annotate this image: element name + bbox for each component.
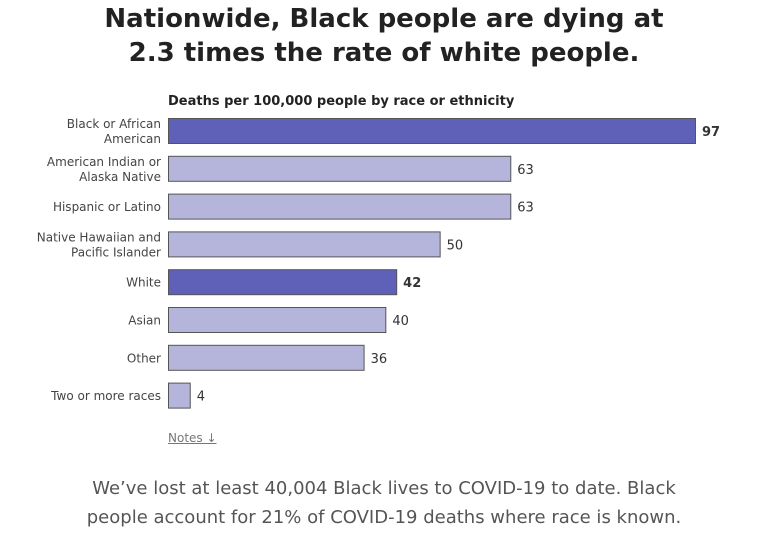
chart-title: Deaths per 100,000 people by race or eth… <box>168 94 515 109</box>
category-label: White <box>126 276 161 290</box>
category-label: American <box>104 132 161 146</box>
category-label: Two or more races <box>50 389 161 403</box>
category-label: Alaska Native <box>79 170 161 184</box>
headline-line-2: 2.3 times the rate of white people. <box>128 38 640 68</box>
value-label: 63 <box>517 201 534 216</box>
summary-text: We’ve lost at least 40,004 Black lives t… <box>0 474 768 532</box>
summary-line-2: people account for 21% of COVID-19 death… <box>86 507 682 528</box>
category-label: Asian <box>128 314 161 328</box>
category-label: Black or African <box>67 117 161 131</box>
value-label: 4 <box>197 390 205 405</box>
summary-line-1: We’ve lost at least 40,004 Black lives t… <box>92 478 676 499</box>
category-label: Pacific Islander <box>71 245 161 259</box>
category-label: Native Hawaiian and <box>37 230 161 244</box>
value-label: 40 <box>392 314 409 329</box>
category-label: American Indian or <box>47 155 161 169</box>
bar <box>168 269 398 296</box>
value-label: 63 <box>517 163 534 178</box>
notes-link[interactable]: Notes ↓ <box>168 431 217 445</box>
bar <box>168 118 696 144</box>
bar <box>168 231 441 258</box>
headline-line-1: Nationwide, Black people are dying at <box>104 4 664 34</box>
value-label: 42 <box>403 276 421 291</box>
value-label: 50 <box>447 238 464 253</box>
category-label: Hispanic or Latino <box>53 200 161 214</box>
bar <box>168 344 365 371</box>
bar <box>168 382 191 409</box>
value-label: 36 <box>371 352 388 367</box>
category-label: Other <box>127 351 161 365</box>
bar <box>168 193 512 220</box>
value-label: 97 <box>702 125 720 140</box>
headline: Nationwide, Black people are dying at 2.… <box>0 2 768 70</box>
bar <box>168 155 512 182</box>
bar <box>168 307 387 333</box>
